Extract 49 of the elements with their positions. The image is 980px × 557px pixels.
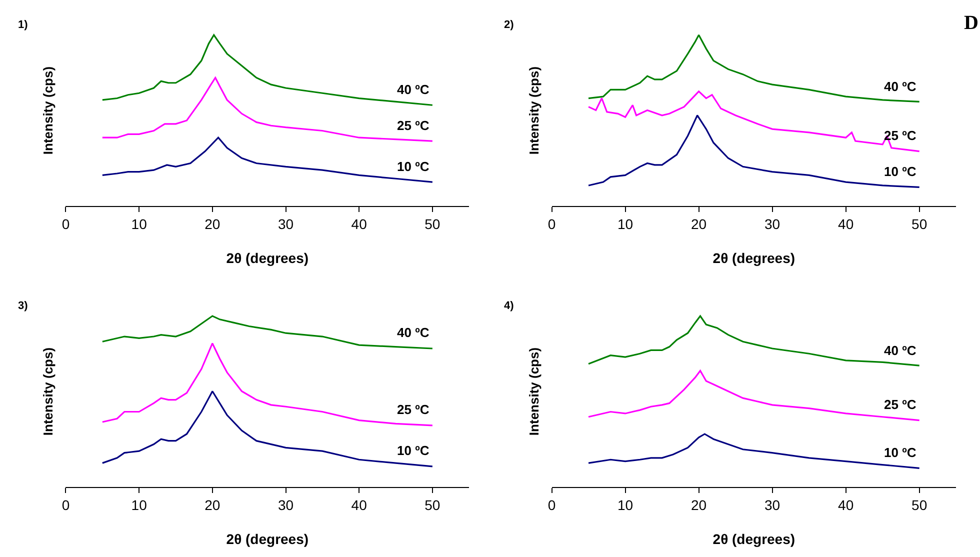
x-tick-label: 20 <box>204 216 220 232</box>
chart-title: 3) <box>18 300 28 312</box>
y-axis-title: Intensity (cps) <box>40 66 56 155</box>
x-tick-label: 40 <box>351 216 368 232</box>
series-label: 40 ºC <box>884 79 917 94</box>
series-label: 10 ºC <box>397 159 430 174</box>
chart-title: 2) <box>504 19 514 31</box>
series-label: 40 ºC <box>397 325 430 340</box>
x-tick-label: 20 <box>690 216 707 232</box>
x-tick-label: 50 <box>424 496 440 513</box>
x-tick-label: 30 <box>764 216 780 232</box>
chart-title: 4) <box>504 300 514 312</box>
x-tick-label: 0 <box>62 496 70 513</box>
x-axis-title: 2θ (degrees) <box>226 531 309 548</box>
x-tick-label: 50 <box>912 496 928 513</box>
x-tick-label: 10 <box>131 216 148 232</box>
x-tick-label: 0 <box>62 216 70 232</box>
x-tick-label: 50 <box>424 216 440 232</box>
series-label: 40 ºC <box>397 82 430 97</box>
series-label: 25 ºC <box>397 402 430 417</box>
x-tick-label: 40 <box>351 496 368 513</box>
x-axis-title: 2θ (degrees) <box>712 531 796 548</box>
y-axis-title: Intensity (cps) <box>526 66 542 155</box>
x-tick-label: 10 <box>617 496 634 513</box>
x-tick-label: 20 <box>204 496 220 513</box>
series-label: 10 ºC <box>397 443 430 458</box>
x-axis-title: 2θ (degrees) <box>226 250 309 266</box>
x-tick-label: 0 <box>548 496 556 513</box>
series-label: 10 ºC <box>884 445 917 460</box>
x-axis-title: 2θ (degrees) <box>712 250 796 266</box>
x-tick-label: 0 <box>548 216 556 232</box>
x-tick-label: 50 <box>912 216 928 232</box>
series-label: 25 ºC <box>397 118 430 133</box>
series-label: 25 ºC <box>884 128 917 143</box>
x-tick-label: 10 <box>617 216 634 232</box>
y-axis-title: Intensity (cps) <box>526 347 542 436</box>
x-tick-label: 20 <box>690 496 707 513</box>
series-label: 40 ºC <box>884 343 917 358</box>
text: D <box>964 12 978 34</box>
x-tick-label: 40 <box>838 216 854 232</box>
x-tick-label: 30 <box>278 216 294 232</box>
series-label: 25 ºC <box>884 397 917 412</box>
x-tick-label: 10 <box>131 496 148 513</box>
x-tick-label: 30 <box>278 496 294 513</box>
y-axis-title: Intensity (cps) <box>40 347 56 436</box>
chart-title: 1) <box>18 19 28 31</box>
x-tick-label: 30 <box>764 496 780 513</box>
x-tick-label: 40 <box>838 496 854 513</box>
series-label: 10 ºC <box>884 164 917 179</box>
